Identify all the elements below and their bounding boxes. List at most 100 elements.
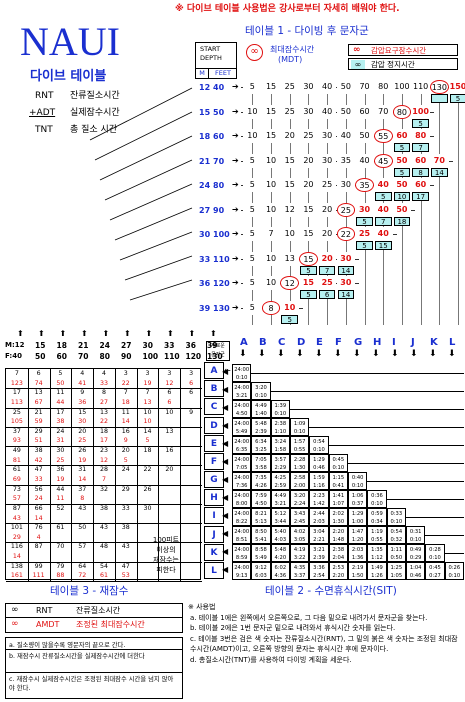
depth-m: 18: [56, 341, 67, 350]
row-arrow-icon: ➔: [232, 278, 239, 287]
deco-stop: 15: [374, 241, 392, 250]
time-cell: 40: [336, 129, 356, 143]
sit-max: 2:44: [313, 511, 325, 517]
start-depth-header: START DEPTH M FEET: [195, 42, 237, 79]
rnt-cell: 14: [12, 553, 21, 561]
sit-min: 0:55: [293, 447, 306, 453]
rnt-cell: 59: [34, 418, 43, 426]
sit-guide: [367, 481, 464, 482]
col-divider: [158, 369, 160, 581]
sit-max: 24:00: [234, 439, 250, 445]
sit-cell: 2:38 1:10: [270, 418, 290, 436]
sit-max: 7:35: [255, 475, 267, 481]
sit-min: 9:13: [235, 573, 248, 579]
deco-stop: 7: [318, 265, 336, 275]
time-cell: 5: [243, 227, 262, 241]
sit-min: 4:50: [235, 411, 248, 417]
rnt-cell: 7: [14, 370, 19, 377]
deco-stop: 10: [393, 192, 411, 201]
sit-min: 0:10: [390, 519, 403, 525]
sit-max: 3:57: [274, 457, 287, 463]
rnt-cell: 36: [78, 398, 87, 406]
sit-min: 4:36: [274, 573, 287, 579]
rnt-cell: 51: [34, 437, 43, 445]
sit-min: 0:10: [255, 393, 267, 399]
sit-max: 0:54: [390, 529, 403, 535]
sit-max: 4:19: [293, 547, 306, 553]
sit-min: 5:49: [255, 555, 267, 561]
down-arrow-icon: ⬇: [296, 349, 304, 359]
time-cell: 13: [280, 251, 300, 266]
sit-min: 2:24: [293, 501, 306, 507]
sit-cell: 24:00 7:36: [232, 472, 252, 490]
up-arrow-icon: ⬆: [167, 329, 174, 338]
sit-cell: 0:31 0:10: [406, 526, 426, 544]
time-cell: 10: [280, 300, 300, 315]
time-cell: 10: [280, 227, 300, 241]
sit-min: 0:55: [371, 537, 383, 543]
time-cell: 30: [299, 80, 318, 94]
letter-box: K: [204, 543, 224, 561]
rnt-cell: 113: [10, 398, 23, 406]
sit-min: 1:58: [274, 447, 287, 453]
up-arrow-icon: ⬆: [17, 329, 24, 338]
table2-title: 테이블 2 - 수면휴식시간(SIT): [265, 585, 397, 597]
rnt-cell: 61: [99, 572, 108, 580]
sit-min: 0:34: [371, 519, 383, 525]
sit-min: 8:51: [235, 537, 248, 543]
rnt-cell: 29: [12, 533, 21, 541]
column-guide: [439, 94, 440, 325]
row-divider: [6, 523, 202, 525]
time-cell: 25: [299, 129, 318, 143]
time-cell: 15: [261, 80, 281, 94]
sit-min: 1:00: [351, 519, 364, 525]
rnt-cell: 17: [56, 408, 65, 416]
time-cell: 10: [261, 178, 281, 192]
sit-cell: 9:12 6:03: [251, 562, 271, 580]
infinity-cyan-icon: ∞: [351, 60, 365, 69]
depth-f: 130: [207, 352, 223, 361]
sit-min: 1:20: [351, 537, 364, 543]
sit-guide: [290, 409, 464, 410]
left-arrow-icon: ◀: [222, 385, 229, 394]
sit-cell: 1:29 1:00: [348, 508, 368, 526]
group-letter: G: [354, 337, 363, 348]
letter-box: L: [204, 561, 224, 579]
sit-cell: 24:00 6:35: [232, 436, 252, 454]
time-cell: 30: [299, 104, 318, 119]
row-arrow-icon: ➔: [232, 229, 239, 238]
depth-f: 90: [121, 352, 132, 361]
sit-max: 3:21: [313, 547, 325, 553]
infinity-red-icon: ∞: [11, 619, 19, 629]
rnt-cell: 41: [78, 379, 87, 387]
rnt-cell: 11: [56, 495, 65, 503]
sit-max: 7:05: [255, 457, 267, 463]
rnt-cell: 49: [12, 447, 21, 455]
sit-max: 1:41: [332, 493, 345, 499]
rnt-cell: 76: [34, 524, 43, 532]
time-cell: 15: [261, 104, 281, 119]
sit-cell: 4:49 3:21: [270, 490, 290, 508]
sit-min: 1:12: [371, 555, 383, 561]
down-arrow-icon: ⬇: [258, 349, 266, 359]
sit-cell: 24:00 8:00: [232, 490, 252, 508]
sit-max: 24:00: [234, 367, 250, 373]
up-arrow-icon: ⬆: [102, 329, 110, 338]
letter-box: B: [204, 380, 224, 398]
sit-max: 24:00: [234, 403, 250, 409]
rnt-cell: 7: [145, 389, 150, 397]
time-cell: 25: [280, 80, 300, 94]
depth-ft: 130: [213, 303, 230, 313]
depth-f: 80: [99, 352, 110, 361]
sit-cell: 3:57 2:29: [270, 454, 290, 472]
sit-max: 0:45: [332, 457, 345, 463]
rnt-cell: 25: [56, 456, 65, 464]
time-cell: 60: [411, 178, 430, 192]
sit-cell: 24:00 0:10: [232, 364, 252, 382]
time-cell: 50: [336, 104, 356, 119]
time-cell: 80: [373, 80, 393, 94]
sit-cell: 0:54 0:32: [386, 526, 406, 544]
deco-stop: 7: [374, 216, 392, 226]
